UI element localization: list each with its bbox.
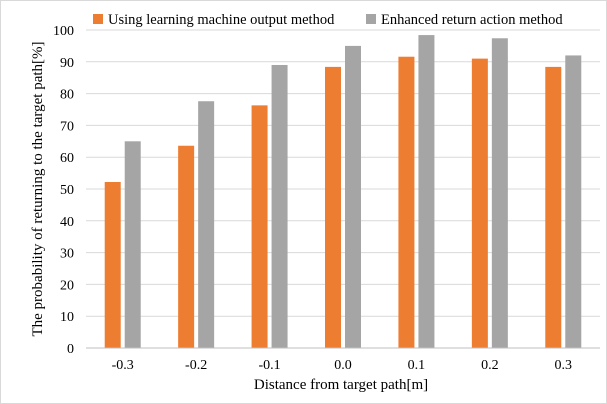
- bar-series-2-0.0: [345, 45, 361, 349]
- legend-swatch-series-1: [93, 14, 103, 24]
- y-tick-label: 40: [60, 215, 74, 230]
- bar-series-2-0.2: [491, 38, 508, 348]
- bar-series-1-0.0: [325, 66, 341, 348]
- bar-series-2-0.3: [565, 55, 582, 348]
- legend-label-series-1: Using learning machine output method: [108, 12, 335, 28]
- y-tick-label: 50: [60, 183, 74, 198]
- y-tick-label: 10: [60, 310, 74, 325]
- x-tick-label: 0.2: [481, 358, 499, 373]
- y-tick-label: 80: [60, 88, 74, 103]
- y-tick-label: 60: [60, 151, 74, 166]
- legend-label-series-2: Enhanced return action method: [381, 12, 563, 28]
- bar-series-2-0.1: [418, 35, 435, 348]
- x-tick-labels: -0.3 -0.2 -0.1 0.0 0.1 0.2 0.3: [112, 358, 572, 373]
- legend-swatch-series-2: [366, 14, 376, 24]
- x-tick-label: -0.1: [258, 358, 280, 373]
- x-tick-label: 0.1: [408, 358, 426, 373]
- x-tick-label: 0.0: [334, 358, 352, 373]
- x-tick-label: -0.2: [185, 358, 207, 373]
- x-axis-title: Distance from target path[m]: [254, 377, 428, 393]
- bar-series-1-0.1: [398, 56, 415, 348]
- y-tick-label: 70: [60, 119, 74, 134]
- gridlines: [86, 29, 600, 317]
- y-tick-labels: 0 10 20 30 40 50 60 70 80 90 100: [53, 24, 74, 357]
- bar-series-1--0.3: [104, 182, 121, 348]
- y-tick-label: 20: [60, 278, 74, 293]
- bar-series-2--0.3: [124, 141, 141, 348]
- x-tick-label: 0.3: [555, 358, 573, 373]
- bar-series-1-0.2: [471, 58, 488, 349]
- legend: Using learning machine output method Enh…: [93, 12, 563, 28]
- y-tick-label: 0: [67, 342, 74, 357]
- bar-series-1-0.3: [545, 66, 562, 348]
- bars: [104, 35, 582, 349]
- bar-series-2--0.2: [198, 101, 215, 349]
- y-tick-label: 100: [53, 24, 74, 39]
- x-tick-label: -0.3: [112, 358, 134, 373]
- y-axis-title: The probability of returning to the targ…: [30, 41, 46, 336]
- bar-series-1--0.1: [251, 105, 268, 348]
- y-tick-label: 90: [60, 56, 74, 71]
- bar-series-2--0.1: [271, 64, 288, 348]
- bar-series-1--0.2: [178, 145, 195, 348]
- y-tick-label: 30: [60, 247, 74, 262]
